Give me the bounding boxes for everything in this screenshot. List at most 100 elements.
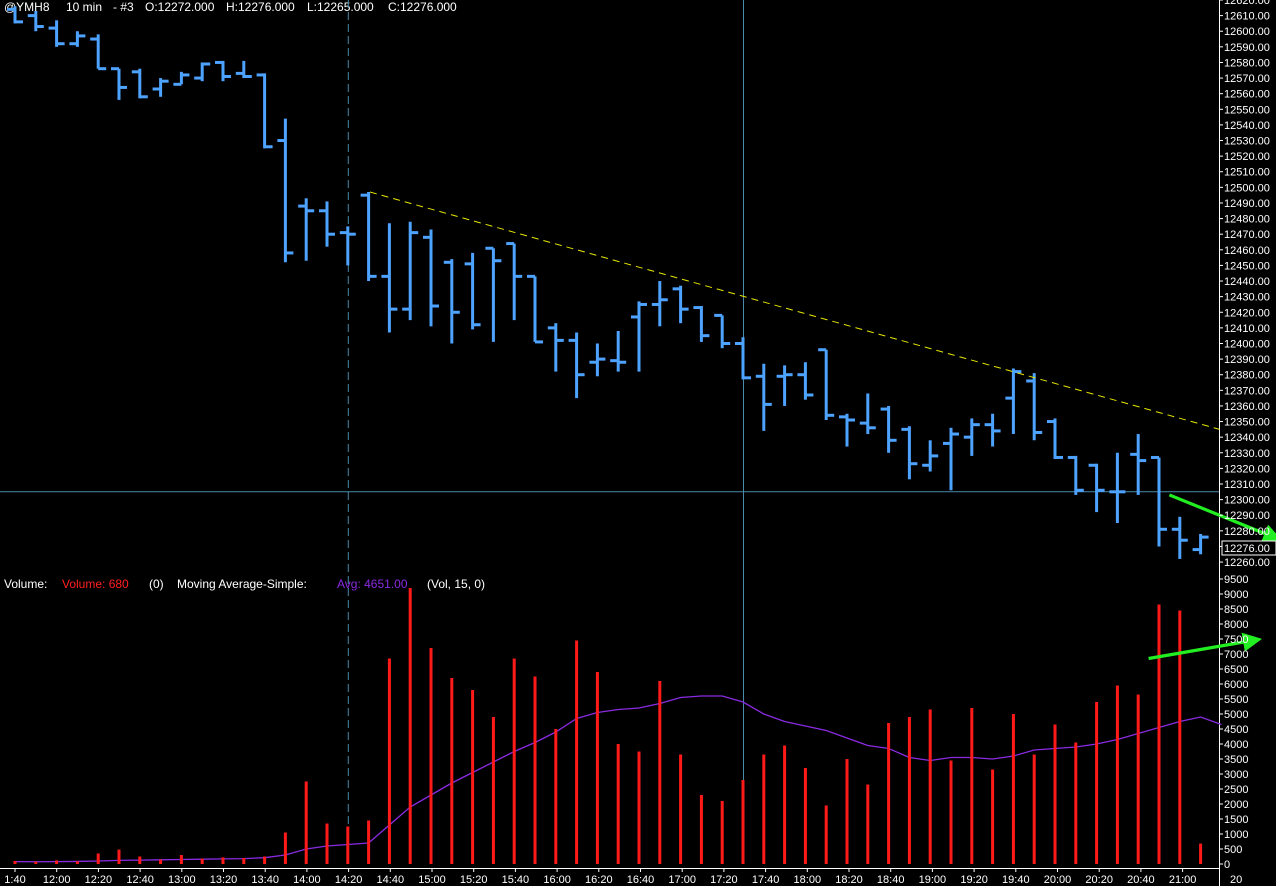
ohlc-bar (90, 34, 107, 71)
volume-tick-label: 7000 (1224, 649, 1248, 661)
time-tick-label: 15:00 (418, 874, 446, 886)
price-tick: 12280.00 (1219, 526, 1270, 538)
volume-bar (949, 760, 953, 864)
volume-tick: 9000 (1219, 589, 1248, 601)
volume-bar (741, 780, 745, 864)
time-tick-label: 14:40 (377, 874, 405, 886)
time-tick-label: 17:20 (710, 874, 738, 886)
ohlc-bar (1047, 418, 1063, 460)
volume-bar (866, 784, 870, 864)
price-tick-label: 12500.00 (1224, 182, 1270, 194)
moving-average-value: Avg: 4651.00 (337, 577, 408, 591)
volume-bar (138, 856, 142, 864)
ohlc-bar (423, 229, 439, 327)
trendline-layer (369, 191, 1220, 430)
price-tick-label: 12460.00 (1224, 245, 1270, 257)
price-tick: 12610.00 (1219, 11, 1270, 23)
time-tick: 19:40 (1002, 868, 1030, 886)
price-tick-label: 12470.00 (1224, 229, 1270, 241)
volume-tick: 7500 (1219, 634, 1248, 646)
ohlc-bar (735, 337, 751, 380)
price-tick: 12410.00 (1219, 323, 1270, 335)
price-tick: 12580.00 (1219, 57, 1270, 69)
price-tick-label: 12420.00 (1224, 307, 1270, 319)
ohlc-bar (1088, 463, 1105, 513)
price-bars (7, 6, 1209, 559)
volume-tick-label: 0 (1224, 859, 1230, 871)
price-tick-label: 12610.00 (1224, 11, 1270, 23)
volume-bar (13, 861, 17, 864)
price-tick: 12380.00 (1219, 370, 1270, 382)
ohlc-bar (963, 418, 980, 456)
time-tick-label: 17:00 (668, 874, 696, 886)
close-value: C:12276.000 (388, 0, 457, 14)
price-tick: 12300.00 (1219, 495, 1270, 507)
volume-bar (824, 805, 828, 864)
volume-tick: 0 (1219, 859, 1230, 871)
last-price-box (1221, 540, 1276, 556)
volume-tick-label: 2500 (1224, 784, 1248, 796)
time-tick: 14:20 (335, 868, 362, 886)
ohlc-bar (901, 426, 918, 480)
volume-tick: 3000 (1219, 769, 1248, 781)
ohlc-bar (235, 60, 252, 79)
ohlc-bar (1026, 373, 1043, 441)
time-tick: 13:20 (210, 868, 237, 886)
volume-tick: 9500 (1219, 574, 1248, 586)
price-axis: 12260.0012270.0012280.0012290.0012300.00… (1219, 0, 1270, 569)
time-tick-label: 20:00 (1044, 874, 1072, 886)
volume-bar (346, 826, 350, 864)
time-tick: 18:40 (877, 868, 904, 886)
price-tick-label: 12280.00 (1224, 526, 1270, 538)
volume-tick: 5000 (1219, 709, 1248, 721)
volume-tick-label: 9500 (1224, 574, 1248, 586)
moving-average-params: (Vol, 15, 0) (427, 577, 485, 591)
volume-tick-label: 5000 (1224, 709, 1248, 721)
volume-bar (928, 709, 932, 864)
volume-bar (783, 745, 787, 864)
ohlc-bar (610, 330, 627, 372)
volume-tick-label: 3500 (1224, 754, 1248, 766)
price-tick-label: 12600.00 (1224, 26, 1270, 38)
time-tick: 15:00 (418, 868, 446, 886)
volume-bar (179, 855, 183, 864)
price-tick: 12450.00 (1219, 260, 1270, 272)
price-tick-label: 12560.00 (1224, 89, 1270, 101)
price-tick: 12420.00 (1219, 307, 1270, 319)
ohlc-bar (984, 413, 1001, 447)
ohlc-bar (277, 118, 294, 263)
price-tick-label: 12510.00 (1224, 167, 1270, 179)
price-tick-label: 12550.00 (1224, 104, 1270, 116)
price-tick: 12620.00 (1219, 0, 1270, 7)
price-tick: 12440.00 (1219, 276, 1270, 288)
volume-bar (699, 795, 703, 864)
ohlc-bar (506, 242, 523, 321)
time-axis: 1:40 12:00 12:20 12:40 13:00 13:20 13:40 14:00 1… (0, 868, 1242, 886)
time-tick: 1:40 (4, 868, 26, 886)
volume-bar (1136, 694, 1140, 864)
price-tick-label: 12590.00 (1224, 42, 1270, 54)
time-tick: 19:20 (960, 868, 988, 886)
ohlc-bar (859, 393, 876, 435)
ohlc-bar (1192, 533, 1209, 555)
volume-tick: 8500 (1219, 604, 1248, 616)
time-tick-label: 18:20 (835, 874, 863, 886)
time-tick: 13:40 (251, 868, 279, 886)
time-tick-label: 16:20 (585, 874, 613, 886)
time-tick: 12:00 (43, 868, 70, 886)
price-tick: 12470.00 (1219, 229, 1270, 241)
volume-tick-label: 8000 (1224, 619, 1248, 631)
ohlc-bar (485, 246, 502, 342)
moving-average-line (14, 695, 1222, 863)
price-tick: 12360.00 (1219, 401, 1270, 413)
time-tick: 16:40 (627, 868, 654, 886)
time-tick-label: 21:00 (1169, 874, 1197, 886)
volume-tick: 5500 (1219, 694, 1248, 706)
volume-bar (1032, 754, 1036, 864)
time-tick-label: 19:20 (960, 874, 988, 886)
volume-tick: 4500 (1219, 724, 1248, 736)
green-arrow (1168, 493, 1276, 543)
ohlc-bar (755, 363, 772, 431)
annotation-layer (1148, 493, 1276, 661)
